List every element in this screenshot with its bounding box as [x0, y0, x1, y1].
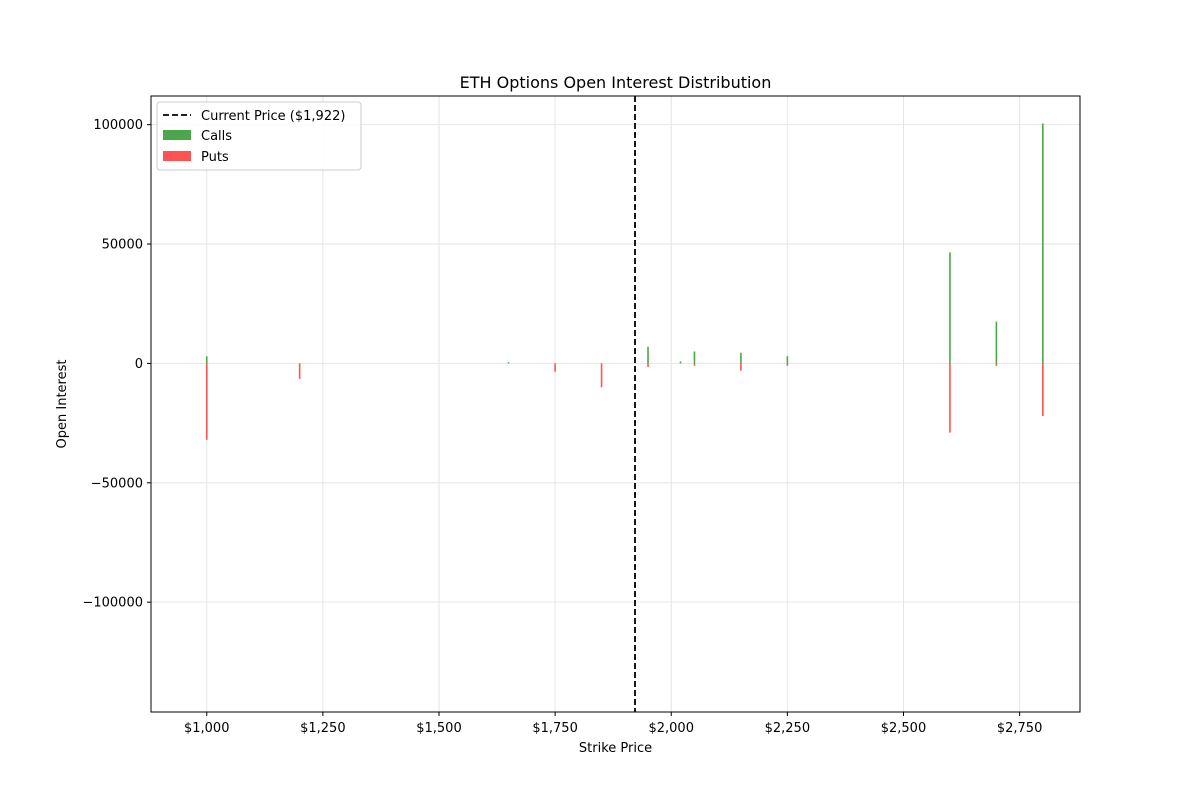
y-tick-label: 100000	[93, 118, 143, 133]
calls-bar	[786, 356, 789, 364]
legend: Current Price ($1,922) Calls Puts	[156, 101, 362, 171]
x-tick-label: $1,500	[416, 721, 462, 736]
calls-bar	[507, 362, 510, 364]
calls-bar	[740, 352, 742, 364]
bars-layer	[205, 123, 1044, 440]
y-tick-label: 0	[135, 357, 143, 372]
calls-bar	[205, 356, 208, 364]
calls-bar	[949, 252, 951, 364]
puts-bar	[647, 363, 649, 367]
x-tick-label: $1,250	[300, 721, 346, 736]
x-tick-label: $1,750	[532, 721, 578, 736]
puts-bar	[298, 363, 301, 379]
puts-bar	[949, 363, 951, 433]
calls-bar	[693, 351, 696, 364]
y-axis-label: Open Interest	[55, 360, 70, 449]
puts-bar	[740, 363, 742, 371]
x-tick-label: $2,000	[648, 721, 694, 736]
puts-bar	[693, 363, 696, 366]
legend-label-current-price: Current Price ($1,922)	[201, 109, 345, 124]
calls-bar	[995, 321, 998, 364]
chart-title: ETH Options Open Interest Distribution	[460, 73, 772, 92]
x-tick-label: $2,500	[881, 721, 927, 736]
puts-bar	[1042, 363, 1044, 416]
plot-frame	[150, 95, 1081, 713]
x-tick-label: $1,000	[184, 721, 230, 736]
x-tick-label: $2,750	[997, 721, 1043, 736]
grid-layer	[151, 96, 1080, 712]
y-ticks-layer: −100000 −50000 0 50000 100000	[82, 118, 151, 611]
puts-bar	[554, 363, 556, 372]
x-ticks-layer: $1,000 $1,250 $1,500 $1,750 $2,000 $2,250 $2,5…	[184, 712, 1042, 736]
y-tick-label: 50000	[102, 238, 143, 253]
legend-label-calls: Calls	[201, 129, 232, 144]
calls-bar	[647, 346, 649, 364]
legend-label-puts: Puts	[201, 150, 229, 165]
legend-swatch-puts	[163, 151, 191, 161]
puts-bar	[600, 363, 603, 388]
puts-bar	[995, 363, 998, 366]
legend-swatch-calls	[163, 130, 191, 140]
x-tick-label: $2,250	[765, 721, 811, 736]
x-axis-label: Strike Price	[579, 741, 652, 756]
puts-bar	[786, 363, 789, 366]
legend-box	[156, 101, 362, 171]
puts-bar	[205, 363, 208, 440]
calls-bar	[679, 361, 682, 364]
y-tick-label: −100000	[82, 596, 143, 611]
calls-bar	[1042, 123, 1044, 364]
y-tick-label: −50000	[91, 476, 143, 491]
